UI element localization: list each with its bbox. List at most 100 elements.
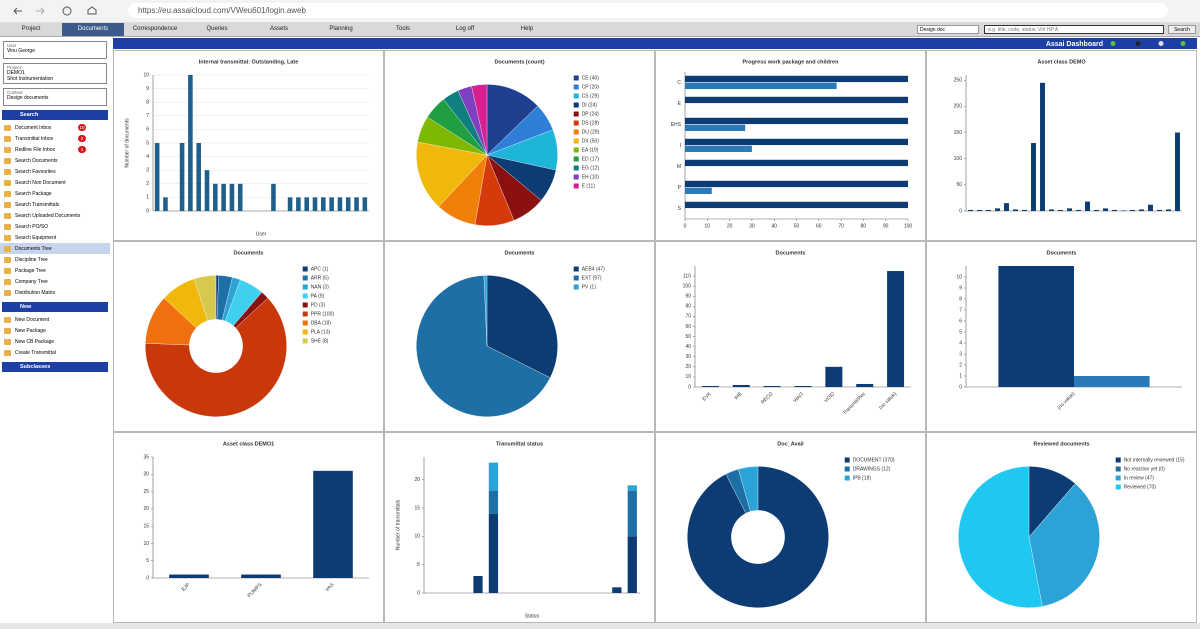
box-value: Shot Instrumentation <box>7 76 54 82</box>
chart-panel <box>655 50 926 241</box>
menu-item[interactable]: Transmittal Inbox 2 <box>0 133 110 144</box>
bar <box>362 197 368 211</box>
menu-item[interactable]: Search Equipment <box>0 232 110 243</box>
bar <box>1067 208 1072 211</box>
menu-tab[interactable]: Tools <box>395 26 410 32</box>
y-tick-label: 10 <box>414 534 420 540</box>
menu-item[interactable]: Search Documents <box>0 155 110 166</box>
address-bar[interactable]: https://eu.assaicloud.com/VWeu601/login.… <box>128 3 1168 18</box>
legend-swatch <box>302 266 308 272</box>
legend-swatch <box>844 466 850 472</box>
bar <box>685 201 908 209</box>
legend-swatch <box>573 75 579 81</box>
search-button[interactable]: Search <box>1168 25 1196 34</box>
legend-swatch <box>844 475 850 481</box>
legend-swatch <box>1115 457 1121 463</box>
y-tick-label: 8 <box>146 100 149 106</box>
pie-slice <box>483 275 488 347</box>
x-tick-label: 100 <box>904 223 913 229</box>
menu-item[interactable]: New Document <box>0 314 110 325</box>
bar <box>968 209 973 211</box>
menu-item[interactable]: Package Tree <box>0 265 110 276</box>
bar <box>1076 209 1081 211</box>
bar <box>794 385 812 387</box>
search-input[interactable]: e.g. title, code, status, Vnt HP A <box>984 25 1164 34</box>
legend-swatch <box>573 120 579 126</box>
section-header[interactable]: Subclasses <box>2 362 108 372</box>
bar <box>627 536 637 593</box>
x-tick-label: 70 <box>838 223 844 229</box>
menu-item[interactable]: New CB Package <box>0 336 110 347</box>
search-scope-select[interactable]: Design doc <box>917 25 979 34</box>
menu-item[interactable]: Company Tree <box>0 276 110 287</box>
menu-item[interactable]: Search Transmittals <box>0 199 110 210</box>
bar <box>685 145 752 153</box>
menu-item[interactable]: Search Uploaded Documents <box>0 210 110 221</box>
menu-item[interactable]: Search Non Document <box>0 177 110 188</box>
chart-panel <box>384 432 655 623</box>
menu-item[interactable]: Search PO/SO <box>0 221 110 232</box>
section-header[interactable]: Search <box>2 110 108 120</box>
menu-item[interactable]: Document Inbox 10 <box>0 122 110 133</box>
menu-item[interactable]: Documents Tree <box>0 243 110 254</box>
legend-swatch <box>573 156 579 162</box>
box-label: User <box>7 43 17 48</box>
menu-item[interactable]: Redline File Inbox 1 <box>0 144 110 155</box>
sidebar: User Vinu George Project DEMO1 Shot Instrume… <box>0 38 110 622</box>
menu-tab[interactable]: Correspondence <box>132 26 178 32</box>
menu-item[interactable]: New Package <box>0 325 110 336</box>
bar <box>169 574 209 578</box>
bar <box>685 180 908 188</box>
menu-item[interactable]: Search Package <box>0 188 110 199</box>
menu-tab[interactable]: Project <box>21 26 41 32</box>
y-tick-label: 90 <box>685 294 691 300</box>
y-tick-label: P <box>678 185 682 191</box>
y-tick-label: 0 <box>146 575 149 581</box>
item-icon <box>4 327 11 334</box>
legend-swatch <box>573 138 579 144</box>
legend-label: EXT (97) <box>582 275 602 281</box>
legend-label: ED (17) <box>582 156 600 162</box>
bar <box>188 75 193 211</box>
box-label: Project <box>7 65 22 70</box>
x-tick-label: 40 <box>771 223 777 229</box>
x-tick-label: IHE <box>733 391 744 402</box>
reload-icon[interactable] <box>62 6 72 16</box>
menu-tab[interactable]: Queries <box>206 26 228 32</box>
bar <box>685 187 712 195</box>
forward-icon[interactable] <box>36 7 45 15</box>
menu-tab[interactable]: Help <box>520 26 534 32</box>
menu-tab[interactable]: Assets <box>269 26 288 32</box>
bar <box>1085 201 1090 211</box>
bar <box>1103 208 1108 211</box>
y-tick-label: EHS <box>671 122 682 128</box>
y-axis-label: Number of transmittals <box>395 499 401 550</box>
bar <box>488 491 499 514</box>
legend-swatch <box>573 84 579 90</box>
menu-tab[interactable]: Documents <box>62 23 124 36</box>
back-icon[interactable] <box>13 7 22 15</box>
legend-label: APC (1) <box>311 266 329 272</box>
menu-item[interactable]: Discipline Tree <box>0 254 110 265</box>
legend-label: PA (9) <box>311 293 325 299</box>
menu-item[interactable]: Create Transmittal <box>0 347 110 358</box>
y-tick-label: 5 <box>146 140 149 146</box>
bar <box>1166 209 1171 211</box>
header-icon <box>1110 41 1116 46</box>
y-tick-label: 0 <box>959 384 962 390</box>
menu-item[interactable]: Search Favourites <box>0 166 110 177</box>
menu-tab[interactable]: Planning <box>329 26 353 32</box>
chart-title: Documents <box>1047 250 1077 256</box>
menu-tab[interactable]: Log off <box>455 26 475 32</box>
home-icon[interactable] <box>87 6 97 15</box>
bar <box>977 209 982 211</box>
bar <box>204 170 210 211</box>
x-tick-label: 50 <box>794 223 800 229</box>
bar <box>473 576 483 593</box>
dashboard-title: Assai Dashboard <box>1046 41 1103 48</box>
bar <box>179 143 185 211</box>
section-header[interactable]: New <box>2 302 108 312</box>
menu-item[interactable]: Distribution Matrix <box>0 287 110 298</box>
legend-swatch <box>573 174 579 180</box>
x-axis-label: Status <box>525 613 540 619</box>
